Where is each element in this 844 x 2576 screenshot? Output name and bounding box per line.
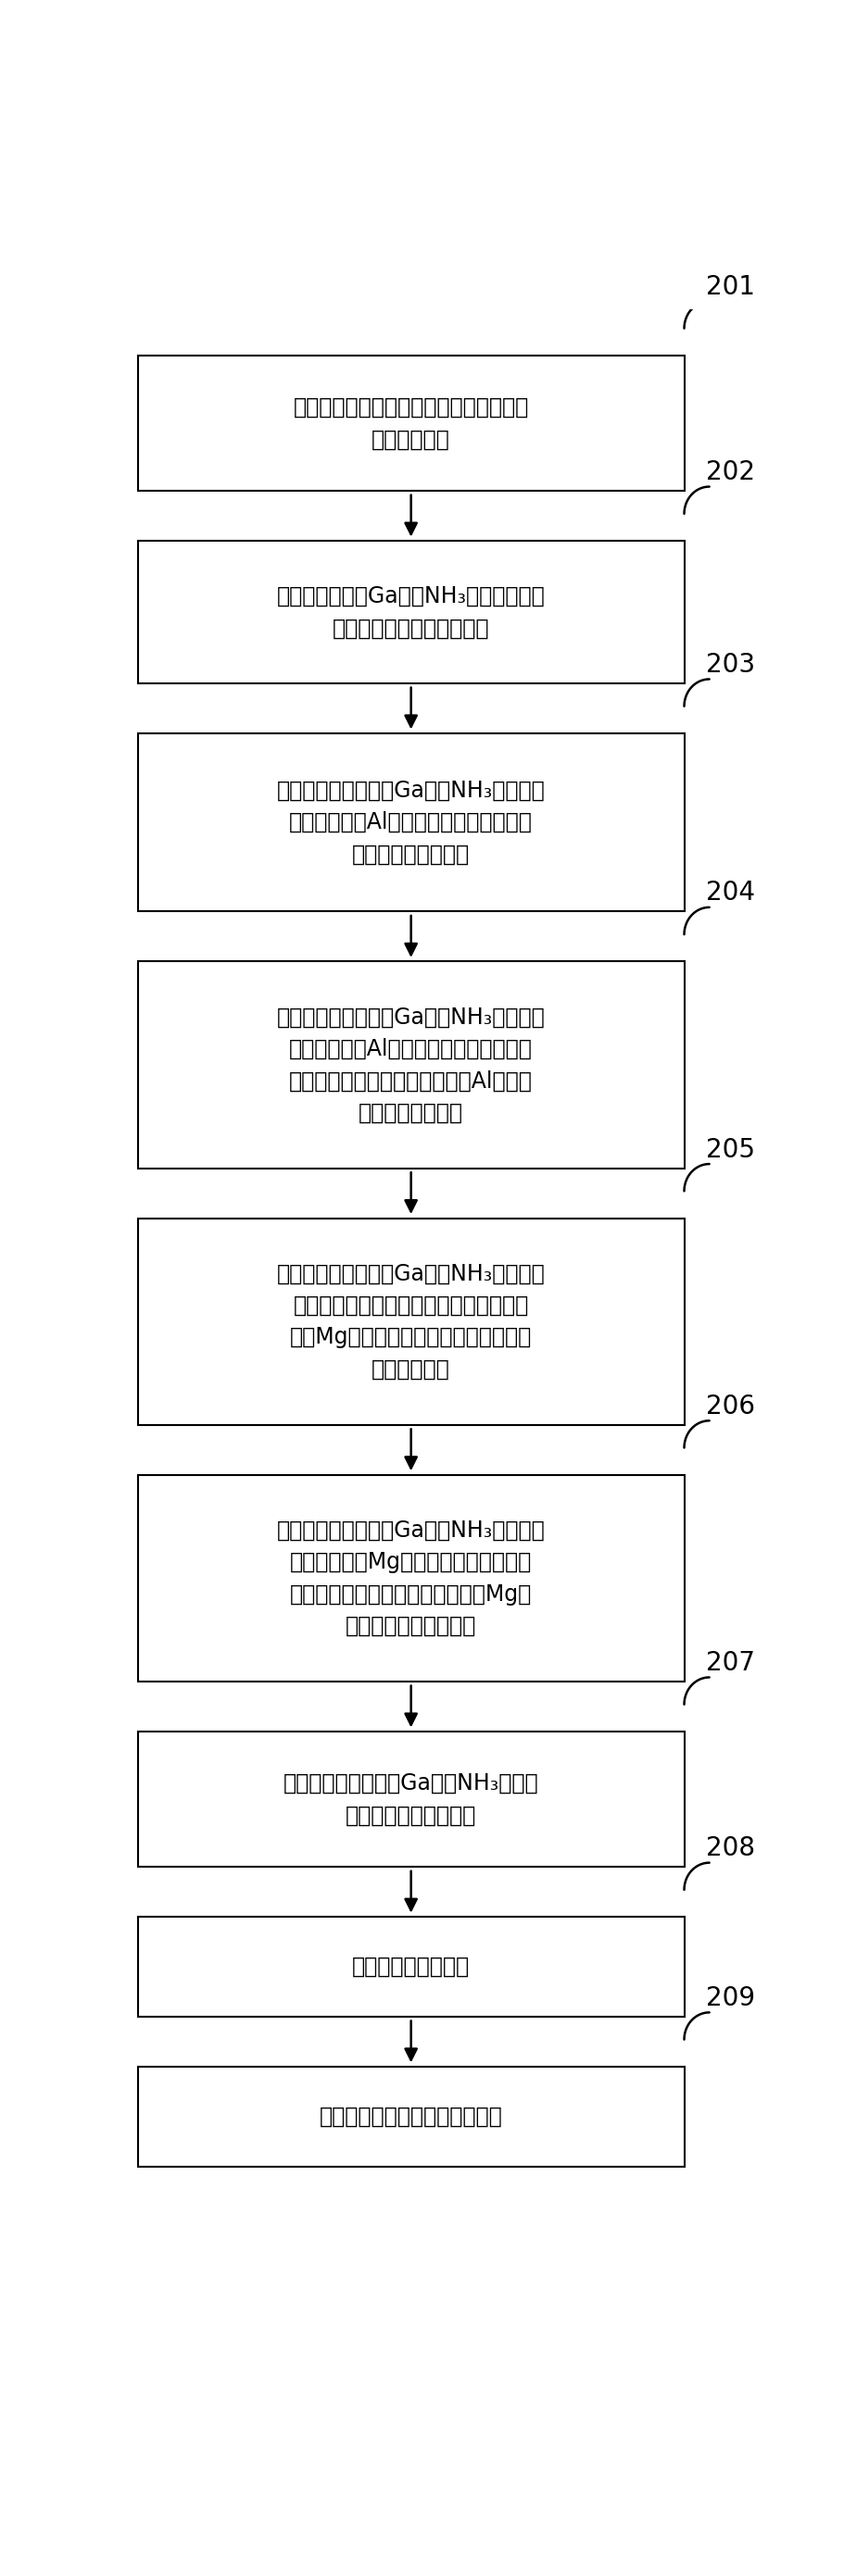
Text: 207: 207 — [706, 1651, 755, 1677]
Text: 203: 203 — [706, 652, 755, 677]
Text: 206: 206 — [706, 1394, 755, 1419]
Text: 持续向反应腔内通入Ga源和NH₃，同时向
反应腔内通入Al源，在第一化合物涂层上
形成第二化合物涂层: 持续向反应腔内通入Ga源和NH₃，同时向 反应腔内通入Al源，在第一化合物涂层上… — [277, 781, 545, 866]
Text: 持续向反应腔内通入Ga源和NH₃，停止向
反应腔内通入Al源，同时向反应腔内通入
石墨烯，石墨烯催化反应腔内的Al源掺入
第二化合物涂层中: 持续向反应腔内通入Ga源和NH₃，停止向 反应腔内通入Al源，同时向反应腔内通入… — [277, 1005, 545, 1123]
Text: 停止向反应腔内通入Ga源、NH₃和石墨
烯，完成反应腔的恢复: 停止向反应腔内通入Ga源、NH₃和石墨 烯，完成反应腔的恢复 — [284, 1772, 538, 1826]
Text: 208: 208 — [706, 1834, 755, 1862]
Text: 持续向反应腔内通入Ga源和NH₃，停止向
反应腔内通入石墨烯，同时向反应腔内通
入石Mg源，在第二化合物涂层上形成第
三化合物涂层: 持续向反应腔内通入Ga源和NH₃，停止向 反应腔内通入石墨烯，同时向反应腔内通 … — [277, 1262, 545, 1381]
Text: 向反应腔内通入Ga源和NH₃，在反应腔的
内壁上形成第一化合物涂层: 向反应腔内通入Ga源和NH₃，在反应腔的 内壁上形成第一化合物涂层 — [277, 585, 545, 639]
Bar — [138, 541, 684, 683]
Bar — [138, 2066, 684, 2166]
Text: 持续向反应腔内通入Ga源和NH₃，停止向
反应腔内通入Mg源，同时向反应腔内通
入石墨烯，石墨烯催化反应腔内的Mg源
插入第三化合物涂层中: 持续向反应腔内通入Ga源和NH₃，停止向 反应腔内通入Mg源，同时向反应腔内通 … — [277, 1520, 545, 1638]
Bar — [138, 961, 684, 1170]
Bar — [138, 734, 684, 912]
Bar — [138, 1218, 684, 1425]
Text: 205: 205 — [706, 1136, 755, 1162]
Text: 202: 202 — [706, 459, 755, 484]
Bar — [138, 1476, 684, 1682]
Text: 201: 201 — [706, 273, 755, 299]
Text: 在衬底上外延生长，形成外延片: 在衬底上外延生长，形成外延片 — [319, 2105, 503, 2128]
Text: 209: 209 — [706, 1986, 755, 2012]
Bar — [138, 1731, 684, 1868]
Bar — [138, 355, 684, 492]
Text: 204: 204 — [706, 881, 755, 907]
Bar — [138, 1917, 684, 2017]
Text: 提供反应腔，反应腔内用于外延生长发光
二极管外延片: 提供反应腔，反应腔内用于外延生长发光 二极管外延片 — [293, 397, 529, 451]
Text: 在反应腔内放入衬底: 在反应腔内放入衬底 — [352, 1955, 470, 1978]
